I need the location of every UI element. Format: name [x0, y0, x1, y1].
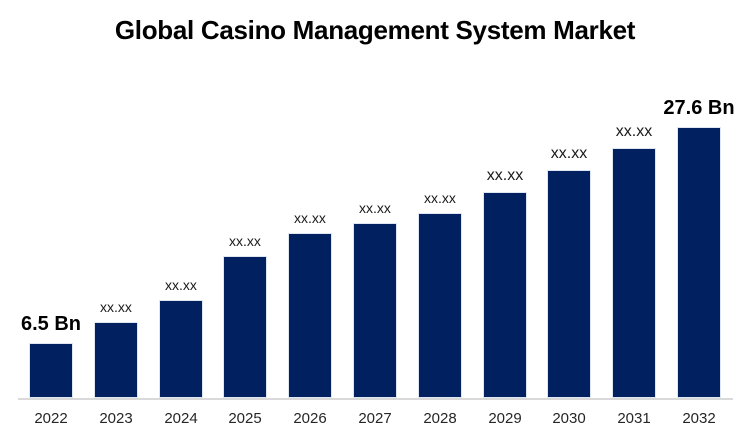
x-tick-label: 2022: [34, 410, 68, 427]
x-tick-label: 2028: [423, 410, 457, 427]
bar-value-label: xx.xx: [229, 232, 261, 249]
bar: [418, 213, 462, 398]
bar-group: 6.5 Bn 2022: [21, 313, 81, 427]
bar: [677, 127, 721, 398]
bar-group: xx.xx 2026: [288, 209, 332, 427]
bar-group: xx.xx 2023: [94, 298, 138, 427]
bar: [29, 343, 73, 398]
x-tick-label: 2023: [99, 410, 133, 427]
bar-value-label: xx.xx: [550, 144, 588, 162]
chart-title: Global Casino Management System Market: [114, 15, 636, 45]
bar: [353, 223, 397, 398]
bar: [159, 300, 203, 398]
bar-value-label: xx.xx: [165, 276, 197, 293]
bar-group: xx.xx 2027: [353, 199, 397, 427]
bar-value-label: 6.5 Bn: [20, 313, 82, 335]
bar-group: xx.xx 2028: [418, 189, 462, 427]
bar-group: xx.xx 2025: [223, 232, 267, 427]
bar: [94, 322, 138, 398]
x-axis-line: [18, 398, 733, 400]
x-tick-label: 2027: [358, 410, 392, 427]
bar: [612, 148, 656, 398]
x-tick-label: 2029: [488, 410, 522, 427]
x-tick-label: 2025: [228, 410, 262, 427]
bar: [547, 170, 591, 398]
x-tick-label: 2032: [682, 410, 716, 427]
bar-value-label: xx.xx: [486, 166, 524, 184]
bar-group: 27.6 Bn 2032: [663, 97, 734, 427]
bar-group: xx.xx 2031: [612, 122, 656, 427]
bar-value-label: xx.xx: [359, 199, 391, 216]
bar-value-label: xx.xx: [424, 189, 456, 206]
x-tick-label: 2024: [164, 410, 198, 427]
bar: [483, 192, 527, 398]
bar-value-label: 27.6 Bn: [663, 97, 735, 119]
bar: [288, 233, 332, 398]
bar-value-label: xx.xx: [100, 298, 132, 315]
x-tick-label: 2026: [293, 410, 327, 427]
bar-group: xx.xx 2029: [483, 166, 527, 427]
x-tick-label: 2030: [552, 410, 586, 427]
bar-value-label: xx.xx: [294, 209, 326, 226]
x-tick-label: 2031: [617, 410, 651, 427]
bar: [223, 256, 267, 398]
bar-group: xx.xx 2024: [159, 276, 203, 427]
bar-value-label: xx.xx: [615, 122, 653, 140]
bar-group: xx.xx 2030: [547, 144, 591, 427]
